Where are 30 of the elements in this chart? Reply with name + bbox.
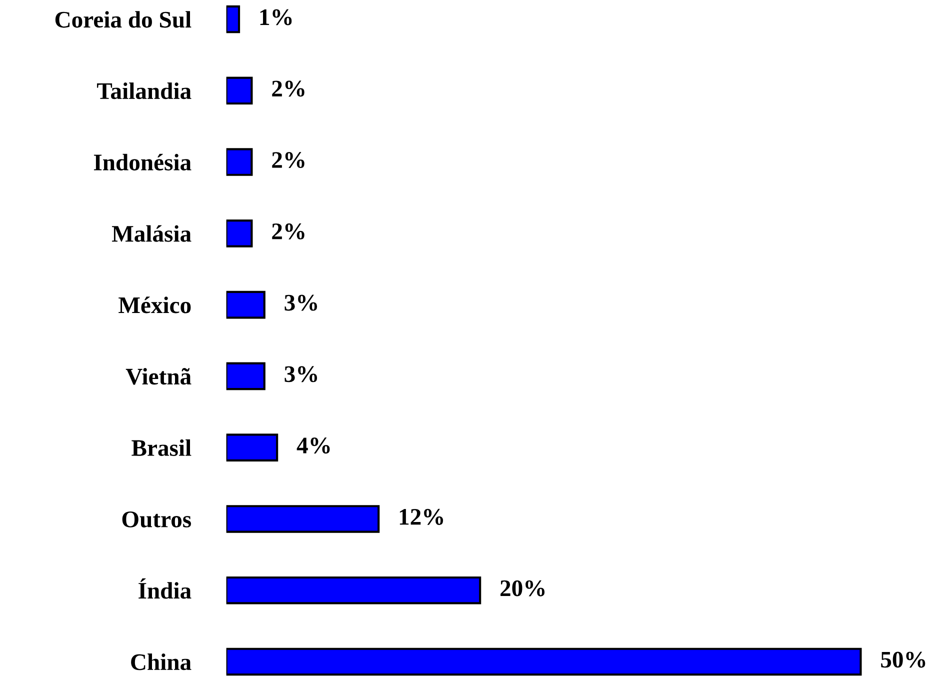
data-label: 2% (272, 152, 304, 168)
bar (226, 290, 266, 319)
bar (226, 76, 253, 105)
data-label: 3% (284, 366, 318, 382)
data-label: 2% (272, 80, 304, 97)
bar (226, 148, 253, 176)
data-label: 1% (260, 9, 292, 26)
data-label: 20% (500, 580, 545, 596)
y-tick-label: Malásia (112, 225, 192, 242)
data-label: 2% (272, 223, 304, 240)
data-label: 4% (296, 438, 330, 454)
y-tick-label: Índia (138, 578, 192, 599)
data-label: 3% (284, 294, 318, 311)
y-tick-label: China (131, 654, 192, 670)
bar (226, 220, 253, 248)
bar (226, 5, 240, 34)
bar (226, 576, 482, 604)
data-label: 50% (881, 652, 926, 668)
y-tick-label: México (118, 296, 191, 314)
y-tick-label: Indonésia (94, 154, 192, 170)
bar (226, 648, 862, 676)
bar (226, 362, 266, 390)
y-tick-label: Vietnã (126, 368, 192, 385)
y-tick-label: Coreia do Sul (55, 11, 192, 28)
y-tick-label: Tailandia (97, 82, 192, 100)
bar (226, 434, 278, 462)
y-tick-label: Brasil (132, 439, 192, 456)
data-label: 12% (400, 508, 444, 525)
y-tick-label: Outros (122, 512, 192, 528)
bar (226, 505, 380, 533)
